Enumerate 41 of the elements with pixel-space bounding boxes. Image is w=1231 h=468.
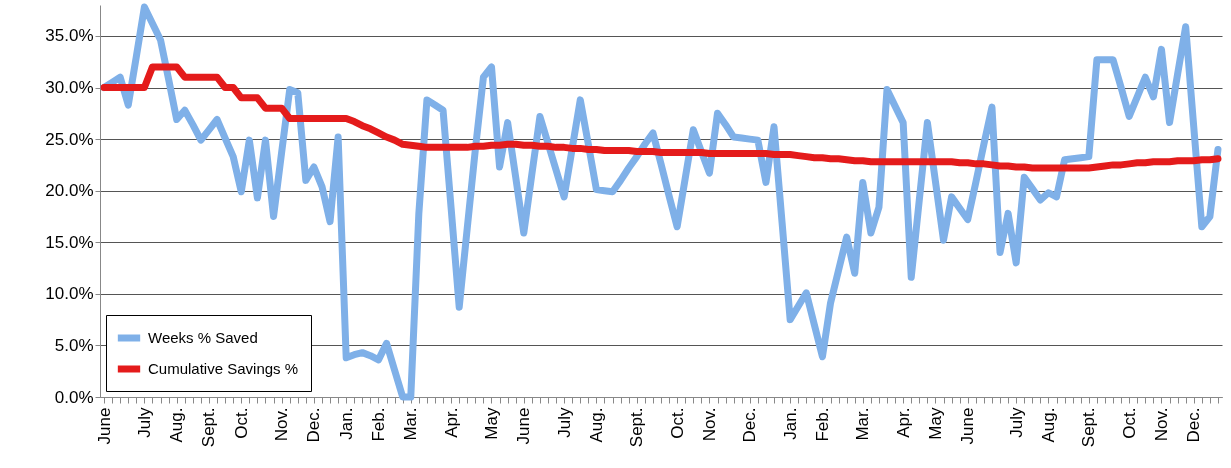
- x-tick-label: Dec.: [740, 407, 760, 443]
- y-tick-label: 35.0%: [45, 26, 94, 46]
- x-tick-label: Feb.: [812, 407, 832, 442]
- x-tick-label: Oct.: [1119, 407, 1139, 439]
- y-tick-label: 5.0%: [54, 335, 94, 355]
- x-tick-label: Apr.: [893, 407, 913, 438]
- x-tick-label: Sept.: [1079, 407, 1099, 448]
- y-tick-label: 0.0%: [54, 387, 94, 407]
- y-tick-label: 10.0%: [45, 284, 94, 304]
- x-tick-label: June: [958, 407, 978, 445]
- x-tick-label: Jan.: [780, 407, 800, 440]
- legend-label: Cumulative Savings %: [148, 360, 299, 377]
- y-tick-label: 30.0%: [45, 78, 94, 98]
- x-tick-label: Feb.: [368, 407, 388, 442]
- x-tick-label: Jan.: [336, 407, 356, 440]
- x-tick-label: June: [514, 407, 534, 445]
- x-tick-label: Oct.: [231, 407, 251, 439]
- x-tick-label: Dec.: [1184, 407, 1204, 443]
- x-tick-label: Apr.: [441, 407, 461, 438]
- x-tick-label: June: [94, 407, 114, 445]
- x-tick-label: Nov.: [1151, 407, 1171, 442]
- x-tick-label: Dec.: [304, 407, 324, 443]
- x-tick-label: May: [481, 407, 501, 440]
- y-tick-label: 20.0%: [45, 181, 94, 201]
- y-tick-label: 15.0%: [45, 232, 94, 252]
- x-tick-label: Mar.: [401, 407, 421, 441]
- x-tick-label: Mar.: [853, 407, 873, 441]
- x-tick-label: Aug.: [167, 407, 187, 443]
- x-tick-label: July: [134, 407, 154, 438]
- x-tick-label: Nov.: [699, 407, 719, 442]
- x-tick-label: Aug.: [586, 407, 606, 443]
- x-tick-label: July: [1006, 407, 1026, 438]
- x-tick-label: Sept.: [627, 407, 647, 448]
- x-tick-label: Nov.: [272, 407, 292, 442]
- y-tick-label: 25.0%: [45, 129, 94, 149]
- x-tick-label: July: [554, 407, 574, 438]
- x-tick-label: Sept.: [199, 407, 219, 448]
- x-tick-label: Oct.: [667, 407, 687, 439]
- x-tick-label: Aug.: [1038, 407, 1058, 443]
- legend-label: Weeks % Saved: [148, 329, 258, 346]
- x-tick-label: May: [925, 407, 945, 440]
